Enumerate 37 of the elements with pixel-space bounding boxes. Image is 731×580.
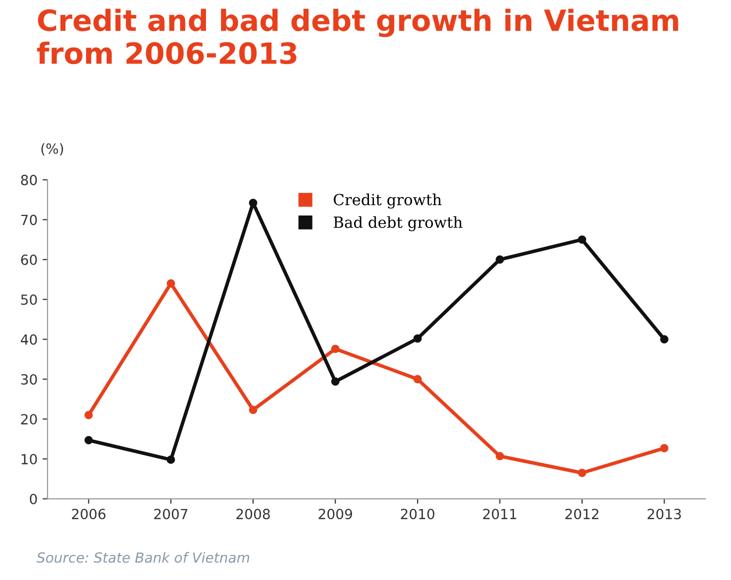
point [331,377,340,386]
y-tick-label: 80 [21,174,37,186]
point [660,444,668,452]
source-note: Source: State Bank of Vietnam [36,552,250,563]
x-tick-label: 2013 [648,508,681,520]
x-tick-label: 2010 [400,508,434,520]
x-tick-label: 2011 [483,508,516,520]
y-tick-label: 40 [20,334,37,345]
x-tick-label: 2009 [318,508,352,520]
y-tick-label: 20 [21,414,37,425]
point [248,406,258,414]
point [413,375,422,384]
point [84,436,93,444]
chart-title: Credit and bad debt growth in Vietnam from 2006-2013 [37,8,678,64]
legend-label: Credit growth [334,194,442,209]
point [413,334,422,343]
point [84,410,93,420]
y-tick-label: 70 [21,214,37,226]
point [578,235,586,244]
point [331,344,340,354]
x-tick-label: 2008 [236,508,270,520]
point [496,255,504,264]
x-tick-label: 2006 [72,508,106,520]
point [166,279,176,288]
y-tick-label: 10 [22,454,37,464]
y-axis-title: (%) [41,143,64,156]
point [660,335,668,344]
point [496,452,504,460]
y-tick-label: 50 [21,294,37,305]
y-tick-label: 30 [21,374,37,385]
y-tick-label: 0 [30,494,37,504]
point [166,456,176,464]
x-tick-label: 2012 [565,508,598,520]
point [578,468,586,478]
x-tick-label: 2007 [154,508,188,520]
y-tick-label: 60 [21,254,37,266]
legend-label: Bad debt growth [334,216,462,232]
